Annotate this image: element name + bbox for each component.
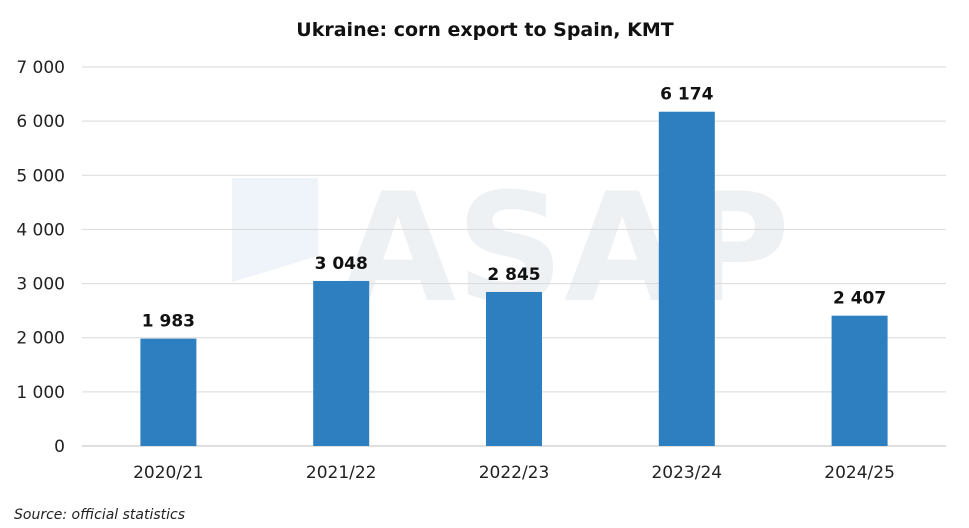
watermark-text: ASAP (340, 162, 790, 336)
y-tick-label: 4 000 (16, 220, 65, 240)
x-tick-label: 2020/21 (133, 463, 204, 483)
y-tick-label: 2 000 (16, 329, 65, 349)
bars (140, 111, 888, 447)
bar (313, 280, 370, 446)
watermark-logo: ASAP (232, 162, 790, 336)
y-tick-label: 6 000 (16, 112, 65, 132)
data-label: 3 048 (315, 254, 368, 274)
bar (831, 315, 888, 446)
y-tick-label: 3 000 (16, 275, 65, 295)
data-label: 6 174 (660, 85, 713, 105)
data-labels: 1 983 3 048 2 845 6 174 2 407 (142, 85, 886, 332)
data-label: 2 407 (833, 289, 886, 309)
source-note: Source: official statistics (14, 507, 185, 523)
data-label: 2 845 (487, 265, 540, 285)
data-label: 1 983 (142, 312, 195, 332)
bar (658, 111, 715, 447)
y-tick-label: 1 000 (16, 383, 65, 403)
x-tick-label: 2021/22 (306, 463, 377, 483)
y-tick-label: 5 000 (16, 166, 65, 186)
watermark-logo-mark (232, 178, 318, 282)
bar (140, 338, 197, 446)
x-tick-label: 2023/24 (651, 463, 722, 483)
x-tick-label: 2024/25 (824, 463, 895, 483)
y-axis: 0 1 000 2 000 3 000 4 000 5 000 6 000 7 000 (16, 58, 65, 457)
y-tick-label: 7 000 (16, 58, 65, 78)
y-tick-label: 0 (54, 437, 65, 457)
chart-title: Ukraine: corn export to Spain, KMT (296, 19, 673, 41)
bar (486, 291, 542, 446)
x-tick-label: 2022/23 (479, 463, 550, 483)
x-axis: 2020/21 2021/22 2022/23 2023/24 2024/25 (133, 463, 895, 483)
